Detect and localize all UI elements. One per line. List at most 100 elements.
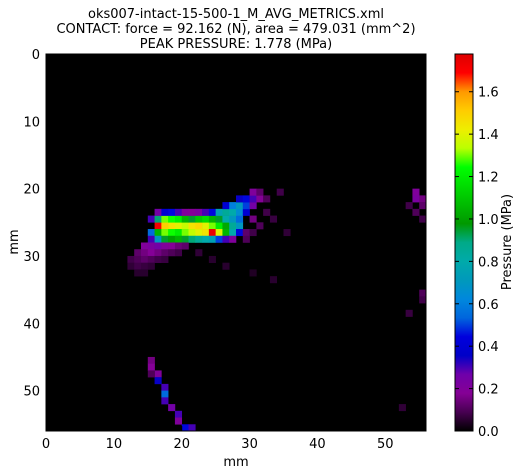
heatmap-cells: [127, 188, 427, 432]
heatmap-cell: [168, 249, 176, 257]
heatmap-cell: [195, 229, 203, 237]
heatmap-cell: [242, 229, 250, 237]
colorbar-tick-label: 1.0: [478, 213, 499, 228]
heatmap-cell: [174, 208, 183, 216]
heatmap-cell: [222, 262, 230, 270]
heatmap-cell: [161, 222, 169, 230]
heatmap-cell: [154, 215, 162, 223]
heatmap-cell: [154, 242, 162, 250]
heatmap-cell: [174, 229, 183, 237]
heatmap-cell: [215, 208, 223, 216]
heatmap-cell: [195, 215, 203, 223]
x-tick-label: 20: [173, 437, 190, 452]
heatmap-cell: [174, 410, 183, 418]
y-axis-ticks: 0 10 20 30 40 50: [23, 48, 426, 400]
y-tick-label: 40: [23, 317, 40, 332]
heatmap-cell: [215, 235, 223, 243]
heatmap-cell: [202, 229, 210, 237]
heatmap-cell: [141, 269, 149, 277]
heatmap-cell: [154, 222, 162, 230]
heatmap-cell: [188, 229, 196, 237]
heatmap-cell: [147, 229, 155, 237]
colorbar-tick-label: 0.0: [478, 425, 499, 440]
heatmap-cell: [168, 229, 176, 237]
heatmap-cell: [127, 255, 135, 263]
y-tick-label: 50: [23, 385, 40, 400]
heatmap-cell: [208, 208, 216, 216]
heatmap-cell: [419, 195, 427, 203]
heatmap-cell: [161, 397, 169, 405]
colorbar-label: Pressure (MPa): [500, 194, 515, 290]
heatmap-cell: [229, 222, 237, 230]
heatmap-cell: [419, 202, 427, 210]
heatmap-cell: [188, 235, 196, 243]
heatmap-cell: [181, 222, 189, 230]
x-tick-label: 50: [377, 437, 394, 452]
heatmap-cell: [236, 195, 244, 203]
heatmap-cell: [229, 215, 237, 223]
heatmap-cell: [249, 195, 257, 203]
heatmap-cell: [168, 242, 176, 250]
heatmap-cell: [202, 215, 210, 223]
heatmap-cell: [161, 208, 169, 216]
heatmap-cell: [147, 363, 155, 371]
heatmap-cell: [168, 208, 176, 216]
heatmap-cell: [202, 222, 210, 230]
y-tick-label: 10: [23, 115, 40, 130]
heatmap-cell: [249, 215, 257, 223]
heatmap-cell: [249, 202, 257, 210]
heatmap-cell: [208, 235, 216, 243]
heatmap-cell: [134, 269, 142, 277]
heatmap-cell: [154, 370, 162, 378]
heatmap-cell: [195, 222, 203, 230]
heatmap-cell: [181, 208, 189, 216]
heatmap-cell: [269, 215, 278, 223]
y-tick-label: 0: [32, 48, 40, 63]
y-tick-label: 20: [23, 183, 40, 198]
heatmap-cell: [283, 229, 291, 237]
heatmap-cell: [412, 208, 420, 216]
colorbar: [454, 53, 474, 432]
heatmap-cell: [222, 215, 230, 223]
heatmap-cell: [161, 235, 169, 243]
heatmap-cell: [229, 202, 237, 210]
heatmap-cell: [168, 215, 176, 223]
heatmap-cell: [188, 208, 196, 216]
heatmap-cell: [154, 208, 162, 216]
x-axis-label: mm: [223, 455, 248, 470]
heatmap-cell: [195, 208, 203, 216]
colorbar-tick-label: 0.8: [478, 255, 499, 270]
heatmap-cell: [419, 296, 427, 304]
heatmap-cell: [181, 242, 189, 250]
heatmap-cell: [141, 249, 149, 257]
heatmap-cell: [276, 188, 284, 196]
heatmap-cell: [236, 229, 244, 237]
heatmap-cell: [174, 249, 183, 257]
heatmap-cell: [236, 202, 244, 210]
heatmap-cell: [405, 202, 413, 210]
heatmap-cell: [161, 255, 169, 263]
heatmap-cell: [222, 202, 230, 210]
heatmap-cell: [154, 229, 162, 237]
heatmap-cell: [147, 370, 155, 378]
heatmap-cell: [188, 222, 196, 230]
y-axis-label: mm: [7, 229, 22, 254]
heatmap-cell: [222, 208, 230, 216]
heatmap-cell: [181, 235, 189, 243]
heatmap-cell: [181, 215, 189, 223]
x-axis-ticks: 0 10 20 30 40 50: [42, 54, 394, 452]
heatmap-cell: [168, 235, 176, 243]
heatmap-cell: [174, 222, 183, 230]
heatmap-cell: [147, 215, 155, 223]
heatmap-cell: [419, 289, 427, 297]
heatmap-cell: [412, 188, 420, 196]
heatmap-cell: [229, 208, 237, 216]
heatmap-cell: [147, 242, 155, 250]
heatmap-cell: [229, 229, 237, 237]
heatmap-cell: [141, 242, 149, 250]
heatmap-cell: [147, 255, 155, 263]
x-tick-label: 0: [42, 437, 50, 452]
heatmap-cell: [141, 262, 149, 270]
heatmap-cell: [188, 424, 196, 432]
